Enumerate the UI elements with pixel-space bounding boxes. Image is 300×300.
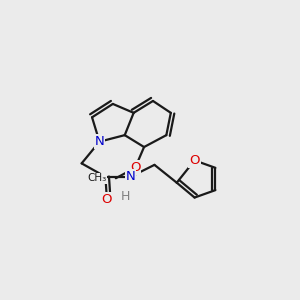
Text: N: N	[126, 170, 136, 183]
Text: H: H	[121, 190, 130, 202]
Text: O: O	[189, 154, 200, 167]
Text: O: O	[130, 161, 140, 174]
Text: CH₃: CH₃	[88, 173, 107, 183]
Text: O: O	[102, 193, 112, 206]
Text: N: N	[94, 135, 104, 148]
